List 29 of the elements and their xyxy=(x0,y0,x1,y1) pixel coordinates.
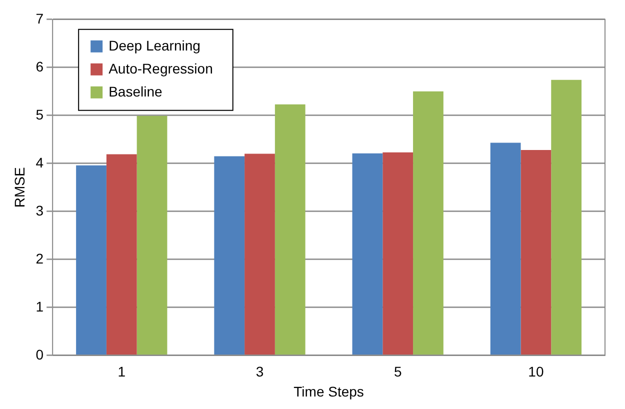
bar xyxy=(382,152,414,355)
bar xyxy=(244,154,275,355)
bar xyxy=(490,142,521,355)
y-tick-label: 7 xyxy=(36,10,44,26)
y-axis-title: RMSE xyxy=(11,167,28,208)
bar xyxy=(413,91,444,355)
legend-label: Deep Learning xyxy=(108,37,200,54)
x-tick-label: 5 xyxy=(394,364,402,380)
x-tick-label: 3 xyxy=(256,364,264,380)
bar xyxy=(274,104,306,355)
y-tick-label: 1 xyxy=(36,298,44,314)
x-tick-label: 10 xyxy=(528,364,544,380)
bar xyxy=(214,156,245,355)
y-tick-label: 6 xyxy=(36,58,44,74)
bar xyxy=(352,153,383,355)
bar xyxy=(551,80,582,355)
y-tick-label: 0 xyxy=(36,346,44,362)
y-tick-label: 3 xyxy=(36,202,44,218)
bar xyxy=(76,165,106,355)
y-tick-label: 4 xyxy=(36,154,44,170)
bar xyxy=(106,154,137,355)
legend-label: Auto-Regression xyxy=(108,60,213,76)
y-tick-label: 5 xyxy=(36,106,44,122)
legend-label: Baseline xyxy=(108,83,163,100)
y-tick-label: 2 xyxy=(36,250,44,266)
bar xyxy=(520,150,552,355)
bar xyxy=(136,116,168,355)
x-tick-label: 1 xyxy=(118,364,126,380)
x-axis-title: Time Steps xyxy=(294,383,364,400)
